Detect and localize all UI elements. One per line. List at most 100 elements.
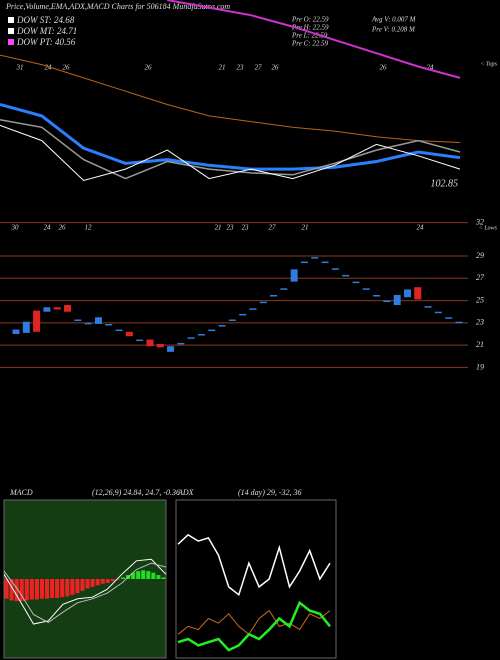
histogram-bar [95,579,100,586]
histogram-bar [90,579,95,587]
date-label: 30 [11,224,20,232]
legend-entry: DOW PT: 40.56 [16,37,76,47]
histogram-bar [55,579,60,598]
macd-line [3,558,167,625]
histogram-bar [14,579,19,602]
ema-line [0,54,461,143]
candle [125,331,133,337]
histogram-bar [19,579,24,602]
candle [342,274,350,277]
candle [43,307,51,312]
chart-title: Price,Volume,EMA,ADX,MACD Charts for 506… [5,2,230,11]
histogram-bar [9,579,14,601]
candle [22,321,30,333]
date-label: 23 [227,224,235,232]
candle [239,313,247,316]
macd-title: MACD [9,488,33,497]
candle [373,295,381,297]
date-label: 21 [219,64,226,72]
candle [187,337,195,339]
y-tick-label: 21 [476,340,484,349]
legend-swatch [8,28,14,34]
candle [33,310,41,332]
adx-title: ADX [177,488,195,497]
macd-line [3,562,167,624]
histogram-bar [151,572,156,579]
candle [270,295,278,297]
candle [218,325,226,327]
adx-line [177,609,331,636]
y-tick-label: 25 [476,295,484,304]
ema-line [0,103,461,171]
date-label: 24 [45,64,53,72]
lows-label: < Lows [479,225,498,231]
pre-ohlc: Pre L: 22.59 [291,32,328,40]
histogram-bar [75,579,80,594]
ema-line [0,124,461,182]
candle [94,317,102,324]
date-label: 26 [59,224,67,232]
histogram-bar [156,575,161,579]
candle [167,346,175,352]
histogram-bar [4,579,9,599]
candle [445,317,453,319]
histogram-bar [161,577,166,579]
candle [208,329,216,332]
candle [156,344,164,348]
histogram-bar [34,579,39,600]
y-tick-label: 19 [476,362,484,371]
histogram-bar [100,579,105,584]
candle [362,288,370,290]
macd-params: (12,26,9) 24.84, 24.7, -0.36 [92,488,180,497]
y-tick-label: 23 [476,318,484,327]
candle [331,268,339,270]
histogram-bar [65,579,70,597]
histogram-bar [146,571,151,579]
candle [434,311,442,314]
candle [105,323,113,326]
legend-swatch [8,17,14,23]
ema-line [167,0,461,79]
adx-line [177,533,331,597]
date-label: 24 [44,224,52,232]
candle [74,319,82,322]
adx-params: (14 day) 29, -32, 36 [238,488,302,497]
date-label: 26 [272,64,280,72]
histogram-bar [70,579,75,595]
date-label: 21 [302,224,309,232]
histogram-bar [131,572,136,579]
histogram-bar [141,570,146,579]
candle [12,329,20,334]
candle [424,306,432,308]
histogram-bar [110,579,115,582]
histogram-bar [50,579,55,598]
date-label: 24 [427,64,435,72]
histogram-bar [115,579,120,580]
pre-ohlc: Pre H: 22.59 [291,24,329,32]
histogram-bar [105,579,110,583]
candle [393,295,401,306]
date-label: 12 [85,224,93,232]
ema-line [0,118,461,180]
date-label: 27 [269,224,277,232]
candle [311,257,319,259]
candle [64,305,72,312]
candle [53,307,61,310]
candle [300,261,308,264]
candle [383,300,391,303]
date-label: 31 [16,64,24,72]
candle [259,301,267,304]
candle [455,321,463,324]
candle [177,342,185,345]
candle [352,281,360,284]
histogram-bar [80,579,85,591]
candle [321,261,329,264]
candle [197,334,205,336]
price-label: 102.85 [431,178,459,189]
candle [403,289,411,298]
candle [228,319,236,322]
legend-entry: DOW MT: 24.71 [16,26,77,36]
histogram-bar [29,579,34,600]
date-label: 21 [215,224,222,232]
